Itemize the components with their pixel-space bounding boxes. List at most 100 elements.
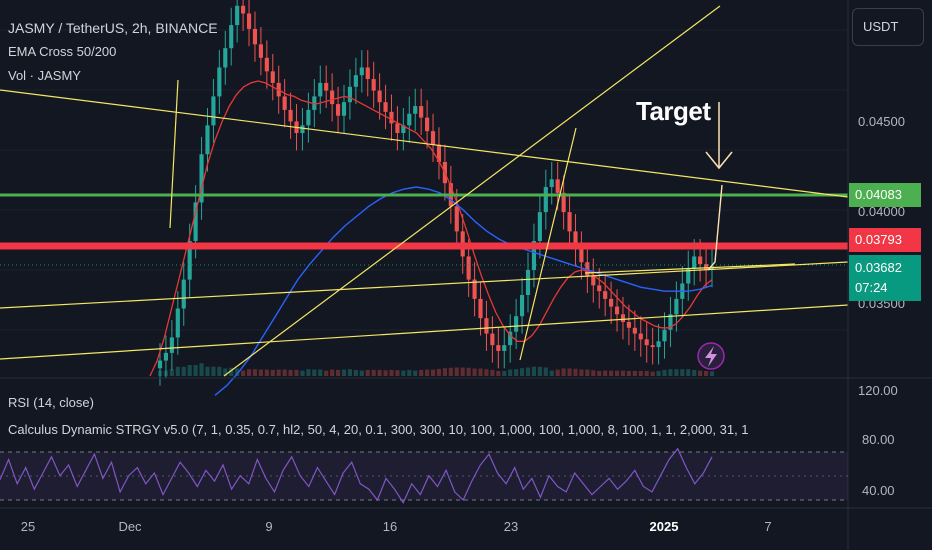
- volume-bar: [258, 369, 263, 376]
- candle: [235, 5, 240, 26]
- volume-bar: [294, 369, 299, 376]
- volume-bar: [698, 370, 703, 376]
- candle: [413, 106, 418, 114]
- volume-bar: [282, 369, 287, 376]
- candle: [703, 264, 709, 270]
- candle: [698, 256, 703, 265]
- trendline-channel-lower[interactable]: [0, 304, 849, 360]
- candle: [270, 71, 275, 83]
- candle: [395, 123, 400, 134]
- time-tick-year: 2025: [649, 519, 679, 534]
- volume-bar: [223, 368, 228, 376]
- candle: [430, 131, 436, 145]
- volume-bar: [692, 369, 697, 376]
- volume-bar: [371, 369, 376, 376]
- candle: [543, 187, 548, 213]
- red-level-tag[interactable]: 0.03793: [849, 228, 921, 252]
- candle: [591, 275, 596, 286]
- candle: [466, 256, 471, 280]
- volume-bar: [620, 370, 626, 376]
- projection-path[interactable]: [707, 184, 723, 271]
- volume-bar: [436, 368, 442, 376]
- candle: [609, 298, 614, 307]
- volume-bar: [419, 369, 424, 376]
- trendline-channel-upper[interactable]: [0, 261, 849, 309]
- volume-bar: [383, 370, 388, 376]
- candle: [603, 291, 608, 299]
- candle: [454, 206, 459, 232]
- volume-bar: [448, 367, 453, 376]
- ema-legend[interactable]: EMA Cross 50/200: [8, 44, 117, 59]
- time-tick: 7: [764, 519, 772, 534]
- volume-bar: [585, 369, 590, 376]
- last-price-tag[interactable]: 0.03682 07:24: [849, 255, 921, 301]
- volume-bar: [413, 370, 418, 376]
- volume-bar: [519, 368, 525, 376]
- volume-bar: [555, 369, 560, 376]
- volume-bar: [662, 369, 667, 376]
- volume-bar: [359, 370, 364, 376]
- volume-bar: [502, 370, 507, 376]
- volume-bar: [401, 370, 406, 376]
- trendline-ext[interactable]: [584, 263, 796, 274]
- volume-bar: [246, 369, 252, 376]
- trendlines[interactable]: [0, 5, 849, 377]
- time-tick: Dec: [118, 519, 142, 534]
- candle: [246, 13, 252, 29]
- candle: [359, 67, 364, 76]
- currency-button[interactable]: USDT: [852, 8, 924, 46]
- volume-bar: [211, 366, 216, 376]
- candle: [318, 82, 323, 97]
- candle: [674, 298, 679, 315]
- volume-bar: [217, 366, 222, 376]
- target-arrow-icon[interactable]: [705, 102, 733, 170]
- candle: [181, 279, 186, 309]
- candle: [644, 339, 649, 346]
- rsi-band: [0, 451, 848, 501]
- candle: [579, 248, 584, 263]
- volume-bar: [353, 369, 358, 376]
- volume-bar: [193, 365, 198, 376]
- volume-bar: [341, 369, 347, 376]
- time-tick: 23: [503, 519, 519, 534]
- green-level-tag[interactable]: 0.04083: [849, 183, 921, 207]
- volume-bar: [199, 363, 204, 376]
- volume-bar: [460, 367, 465, 376]
- volume-bar: [531, 366, 537, 376]
- bar-countdown: 07:24: [855, 280, 888, 295]
- candle: [508, 331, 513, 346]
- candle: [264, 57, 269, 72]
- volume-bar: [638, 370, 643, 376]
- candle: [324, 82, 329, 91]
- trendline-short-rise[interactable]: [519, 127, 577, 361]
- volume-bar: [573, 368, 578, 376]
- lightning-icon[interactable]: [697, 342, 725, 370]
- trendline-early-spike[interactable]: [169, 79, 179, 229]
- volume-bar: [591, 370, 596, 376]
- candle: [407, 113, 412, 126]
- candle: [157, 360, 163, 369]
- volume-bar: [709, 371, 715, 376]
- target-label: Target: [636, 96, 711, 126]
- volume-bar: [561, 368, 566, 376]
- candle: [519, 295, 525, 317]
- volume-bar: [306, 369, 311, 376]
- rsi-title[interactable]: RSI (14, close): [8, 395, 94, 410]
- candle: [496, 345, 501, 351]
- volume-bars: [157, 363, 715, 376]
- trendline-descending[interactable]: [0, 89, 849, 198]
- candle: [371, 79, 376, 91]
- volume-bar: [597, 370, 602, 376]
- volume-bar: [703, 370, 709, 376]
- trendline-ascending-steep[interactable]: [223, 5, 721, 377]
- candle: [163, 352, 169, 361]
- volume-legend[interactable]: Vol · JASMY: [8, 68, 81, 83]
- strategy-legend[interactable]: Calculus Dynamic STRGY v5.0 (7, 1, 0.35,…: [8, 422, 749, 437]
- volume-bar: [668, 369, 673, 376]
- candle: [282, 96, 287, 110]
- volume-bar: [626, 370, 631, 376]
- volume-bar: [169, 369, 174, 376]
- volume-bar: [579, 369, 584, 376]
- volume-bar: [650, 371, 655, 376]
